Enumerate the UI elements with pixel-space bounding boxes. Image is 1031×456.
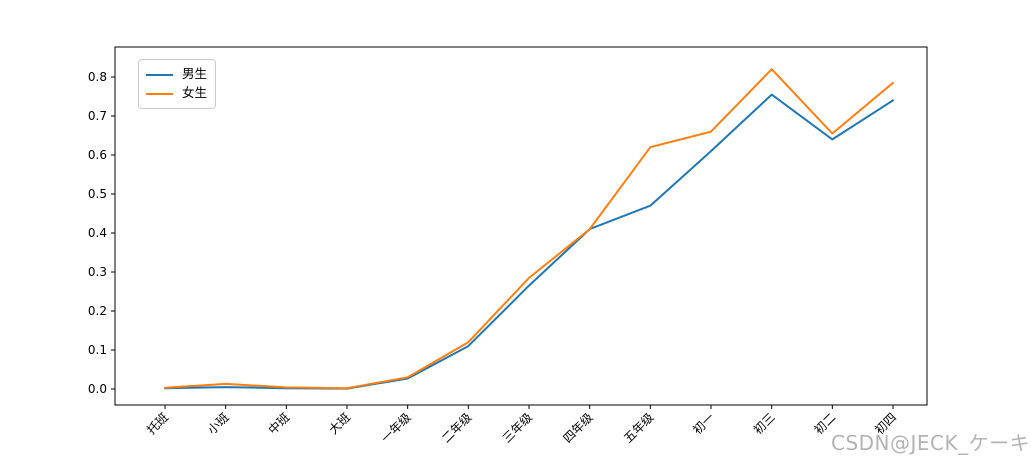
x-tick-label: 中班 xyxy=(265,410,293,438)
y-tick-label: 0.7 xyxy=(88,109,107,123)
y-tick-label: 0.4 xyxy=(88,226,107,240)
y-tick-label: 0.6 xyxy=(88,148,107,162)
x-tick-label: 五年级 xyxy=(621,410,656,445)
y-tick-label: 0.3 xyxy=(88,265,107,279)
axes-spines xyxy=(114,46,928,406)
y-tick-label: 0.1 xyxy=(88,343,107,357)
x-tick-label: 托班 xyxy=(144,410,171,437)
legend-label-male: 男生 xyxy=(182,66,208,82)
x-tick-label: 小班 xyxy=(205,410,232,437)
y-tick-label: 0.5 xyxy=(88,187,107,201)
x-tick-label: 初三 xyxy=(751,410,778,437)
series-line-1 xyxy=(164,68,894,390)
legend: 男生 女生 xyxy=(138,59,216,109)
x-tick-label: 一年级 xyxy=(378,410,413,445)
x-tick-label: 三年级 xyxy=(500,410,535,445)
legend-item-male: 男生 xyxy=(146,65,207,84)
legend-label-female: 女生 xyxy=(182,85,208,101)
x-tick-label: 四年级 xyxy=(560,410,595,445)
x-tick-label: 初一 xyxy=(690,410,717,437)
x-tick-label: 二年级 xyxy=(439,410,474,445)
legend-line-swatch-male xyxy=(146,73,173,76)
watermark: CSDN@JECK_ケーキ xyxy=(831,431,1031,455)
y-tick-label: 0.8 xyxy=(88,70,107,84)
y-tick-label: 0.2 xyxy=(88,304,107,318)
legend-line-swatch-female xyxy=(146,92,173,95)
legend-item-female: 女生 xyxy=(146,84,207,103)
x-tick-label: 大班 xyxy=(326,410,353,437)
series-line-0 xyxy=(164,93,894,390)
y-tick-label: 0.0 xyxy=(88,382,107,396)
